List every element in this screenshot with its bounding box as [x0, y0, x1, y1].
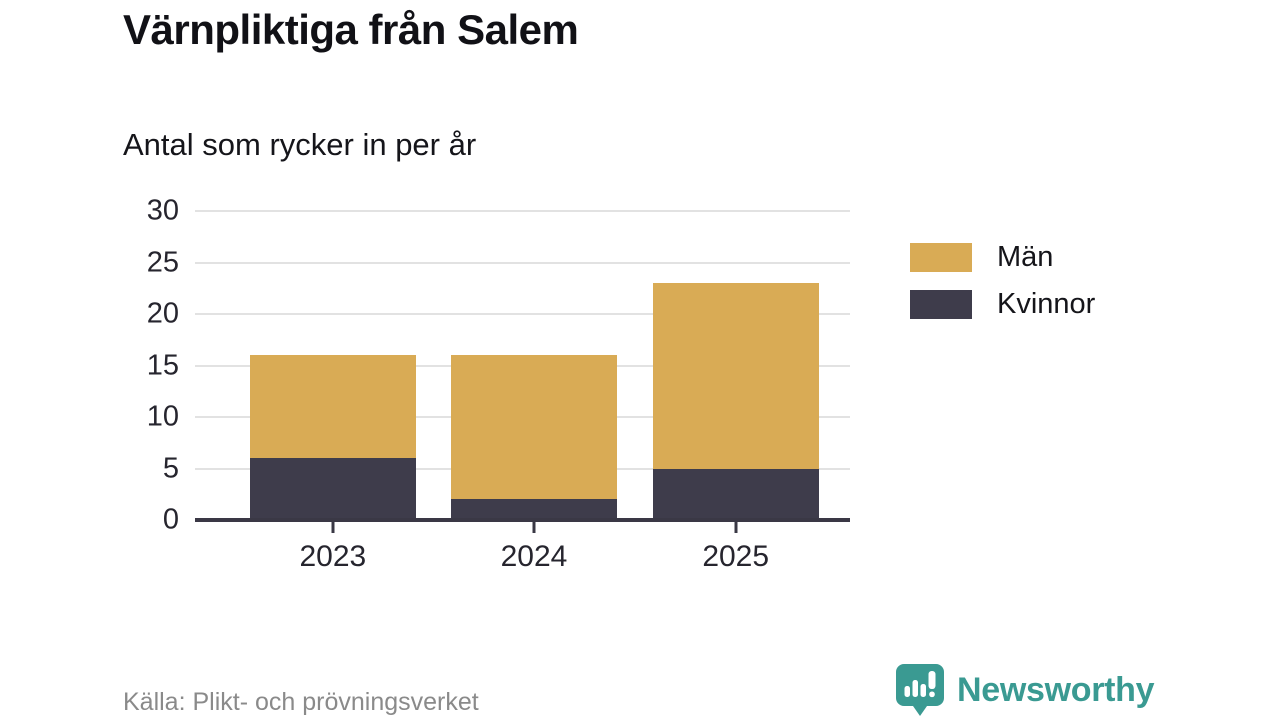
gridline-y-25: [195, 261, 850, 264]
legend-label: Män: [997, 241, 1054, 273]
bar-2025-kvinnor: [652, 468, 819, 520]
x-axis-tick-label: 2025: [702, 540, 770, 573]
x-axis-tick: [331, 522, 335, 533]
legend-label: Kvinnor: [997, 288, 1096, 320]
plot-area: 0 5 10 15 20 25 30 2023 2024 2025: [147, 196, 850, 573]
legend-item-män: Män: [910, 243, 1095, 272]
brand-name: Newsworthy: [957, 670, 1155, 709]
chart-subtitle: Antal som rycker in per år: [123, 127, 477, 162]
x-axis-tick-label: 2023: [299, 540, 367, 573]
x-axis-tick-label: 2024: [500, 540, 568, 573]
y-axis-tick-label: 25: [146, 246, 179, 278]
x-axis-line: [195, 518, 850, 522]
x-axis-tick: [734, 522, 738, 533]
legend-item-kvinnor: Kvinnor: [910, 290, 1095, 319]
bar-2025-män: [652, 283, 819, 469]
y-axis-tick-label: 5: [162, 452, 179, 484]
y-axis-tick-label: 0: [162, 503, 179, 536]
legend-swatch-kvinnor: [910, 290, 972, 319]
bar-2023-män: [250, 355, 416, 459]
y-axis-tick-label: 15: [146, 349, 179, 381]
y-axis-tick-label: 30: [146, 194, 179, 227]
x-axis-tick: [532, 522, 536, 533]
y-axis-tick-label: 10: [146, 400, 179, 433]
bar-2024-män: [451, 355, 617, 500]
legend: Män Kvinnor: [910, 243, 1095, 319]
gridline-y-20: [195, 313, 850, 316]
brand-lockup: Newsworthy: [895, 663, 1155, 717]
chart-title: Värnpliktiga från Salem: [123, 6, 579, 53]
bar-2024-kvinnor: [451, 499, 617, 520]
y-axis-tick-label: 20: [146, 297, 179, 330]
newsworthy-logo-icon: [895, 663, 945, 717]
legend-swatch-män: [910, 243, 972, 272]
gridline-y-30: [195, 210, 850, 212]
source-note: Källa: Plikt- och prövningsverket: [123, 688, 479, 716]
bar-2023-kvinnor: [250, 458, 416, 520]
